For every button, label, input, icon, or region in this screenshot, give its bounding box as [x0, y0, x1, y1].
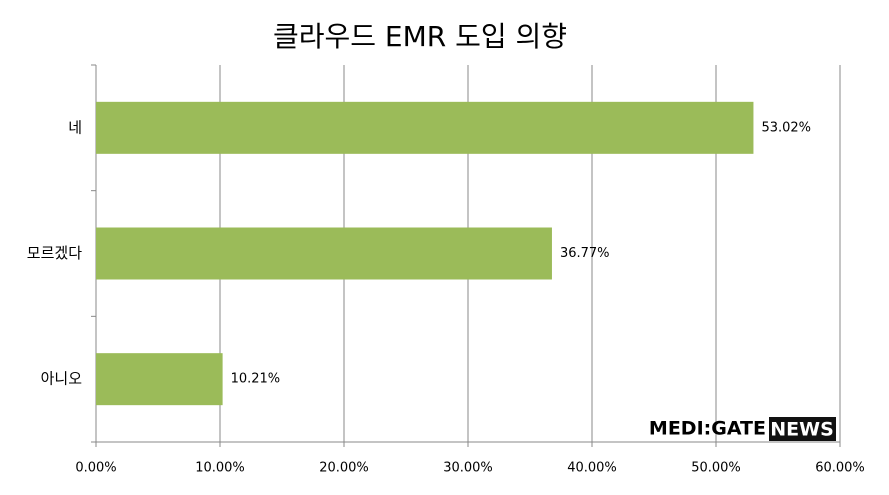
bar [96, 353, 223, 406]
watermark-box [769, 417, 836, 441]
x-tick-label: 0.00% [75, 461, 116, 476]
bar [96, 227, 552, 280]
y-tick-label: 아니오 [41, 370, 83, 388]
watermark: MEDI:GATE [649, 418, 766, 440]
data-label: 10.21% [231, 372, 281, 387]
x-tick-label: 40.00% [567, 461, 617, 476]
y-tick-label: 모르겠다 [27, 244, 82, 262]
y-tick-label: 네 [68, 118, 82, 136]
x-tick-label: 10.00% [195, 461, 245, 476]
data-label: 53.02% [761, 120, 811, 135]
bar [96, 101, 754, 154]
x-tick-label: 30.00% [443, 461, 493, 476]
watermark: NEWS [770, 419, 834, 441]
x-tick-label: 20.00% [319, 461, 369, 476]
x-tick-label: 50.00% [691, 461, 741, 476]
x-tick-label: 60.00% [815, 461, 865, 476]
chart-title: 클라우드 EMR 도입 의향 [273, 20, 567, 53]
data-label: 36.77% [560, 246, 610, 261]
